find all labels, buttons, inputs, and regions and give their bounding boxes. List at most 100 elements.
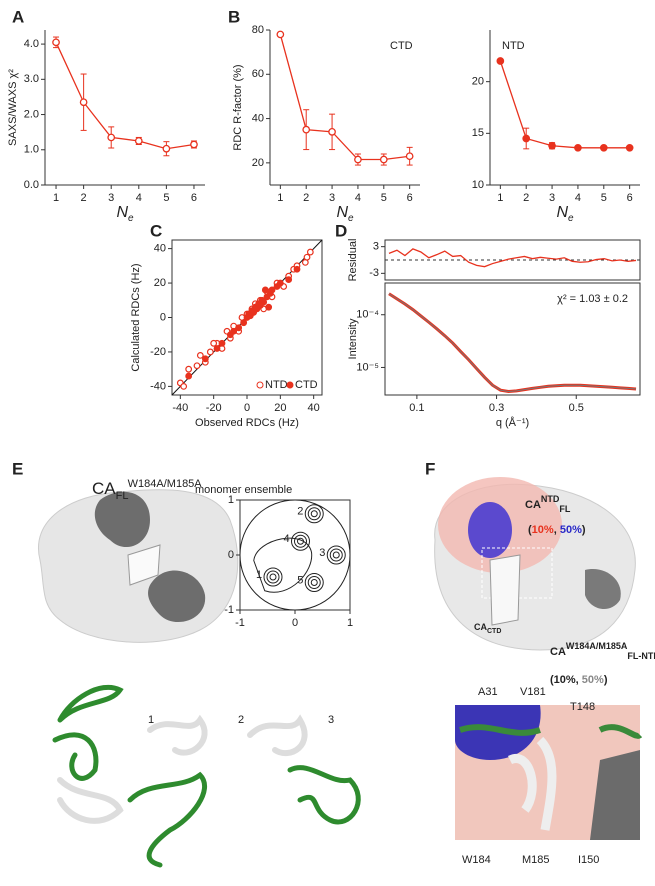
y-tick-label: 3.0 [24,73,39,85]
x-tick-label: 0 [244,402,250,414]
residue-label: W184 [462,854,491,866]
label-group: CAW184A/M185AFL-NTD [550,641,655,661]
x-tick-label: 1 [53,192,59,204]
x-tick-label: 0 [292,617,298,629]
point [276,279,284,287]
peak-label: 2 [297,506,303,518]
label-part: e [568,213,574,224]
x-tick-label: 5 [601,192,607,204]
contour-ring [307,576,321,589]
x-tick-label: 6 [627,192,633,204]
label-part: (10%, [550,674,582,686]
y-tick-label: -20 [150,346,166,358]
legend-marker [286,381,294,389]
annotation: χ² = 1.03 ± 0.2 [557,293,628,305]
y-tick-label: -40 [150,380,166,392]
structure-label: 1 [148,714,154,726]
contour-ring [297,537,304,545]
x-tick-label: -1 [235,617,245,629]
marker [52,38,60,47]
y-tick-label: 0 [228,549,234,561]
residue-label: V181 [520,686,546,698]
y-axis-label: Calculated RDCs (Hz) [130,263,142,371]
x-tick-label: 0.3 [489,402,504,414]
x-tick-label: 2 [303,192,309,204]
x-tick-label: -40 [172,402,188,414]
point [210,339,218,347]
marker [328,128,336,136]
peak-label: 5 [297,574,303,586]
data-line [388,292,637,393]
marker [190,140,198,149]
y-axis-label: Residual [347,239,359,282]
label-group: (10%, 50%) [528,524,586,536]
label-group: q (Å⁻¹) [496,416,529,429]
contour-outline [253,537,313,593]
x-tick-label: 3 [329,192,335,204]
contour-ring [266,570,280,584]
label-group: (10%, 50%) [550,674,608,686]
marker [134,137,143,145]
point [235,324,243,332]
data-line [499,60,630,149]
y-tick-label: 20 [472,76,484,88]
y-tick-label: 60 [252,68,264,80]
point [240,319,248,327]
y-axis-label: SAXS/WAXS χ² [7,69,19,146]
label-part: FL [116,490,129,502]
residue-label: T148 [570,701,595,713]
label-group: Ne [116,204,134,224]
y-tick-label: 80 [252,24,264,36]
point [193,362,201,370]
x-tick-label: 1 [347,617,353,629]
marker [522,134,531,143]
y-tick-label: 4.0 [24,38,39,50]
label-group: Ne [336,204,354,224]
y-tick-label: 1.0 [24,144,39,156]
x-tick-label: 40 [308,402,320,414]
x-tick-label: 3 [549,192,555,204]
marker [302,125,311,134]
label-part: ( [528,524,532,536]
peak-label: 4 [283,533,289,545]
y-tick-label: -3 [369,267,379,279]
label-part: CA [92,479,116,498]
marker [405,152,414,161]
fit-line [388,293,637,392]
panel-title: monomer ensemble [195,484,292,496]
label-part: N [556,204,568,221]
data-line [279,34,410,161]
point [265,303,273,311]
x-tick-label: 6 [191,192,197,204]
label-part: ) [582,524,586,536]
y-tick-label: 20 [252,157,264,169]
label-group: Observed RDCs (Hz) [195,417,299,429]
y-tick-label: 1 [228,494,234,506]
marker [354,155,362,164]
label-part: FL [559,504,570,514]
x-tick-label: 1 [277,192,283,204]
point [218,339,226,347]
label-part: 10% [532,524,554,536]
f-surface [434,477,636,651]
marker [625,143,634,152]
structure-label: 2 [238,714,244,726]
y-tick-label: 15 [472,127,484,139]
panel-letter: D [335,221,347,240]
data-line [388,248,637,268]
point [213,345,221,352]
contour-ring [310,510,318,518]
point [268,286,276,294]
point [260,298,268,306]
x-tick-label: 1 [497,192,503,204]
label-part: CA [550,646,566,658]
marker [162,144,171,153]
x-tick-label: 5 [163,192,169,204]
marker [107,133,116,142]
label-part: Observed RDCs (Hz) [195,417,299,429]
y-tick-label: 10⁻⁵ [356,361,379,373]
contour-ring [310,579,318,586]
legend-label: NTD [265,379,288,391]
label-part: CTD [487,628,501,635]
